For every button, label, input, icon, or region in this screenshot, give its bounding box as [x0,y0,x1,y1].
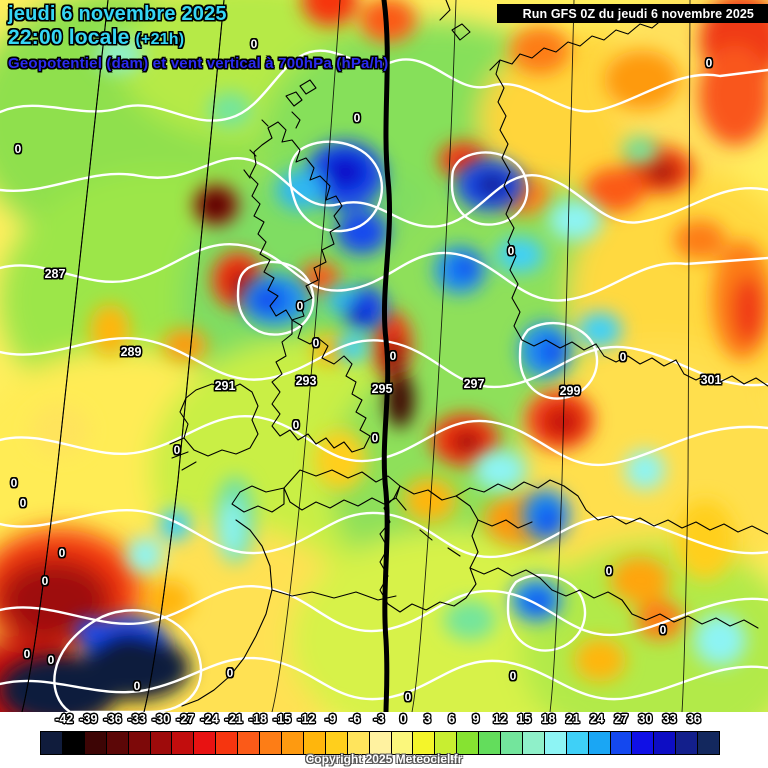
color-swatch [413,732,436,754]
color-scale-tick: -39 [79,712,98,726]
color-scale-tick: -18 [248,712,267,726]
color-swatch [172,732,195,754]
color-scale-tick: -12 [297,712,316,726]
map-canvas [0,0,768,712]
model-run-text: Run GFS 0Z du jeudi 6 novembre 2025 [522,6,754,21]
color-swatch [457,732,480,754]
color-scale-tick: -6 [349,712,361,726]
color-scale-tick: 30 [638,712,653,726]
copyright-notice: Copyright 2025 Meteociel.fr [305,752,463,766]
color-scale-tick: 18 [541,712,556,726]
color-scale-tick: 6 [448,712,456,726]
color-swatch [479,732,502,754]
weather-map[interactable]: 287 289 291 293 295 297 299 301 0 0 0 0 0 0 0 0 0 0 0 0 0 0 0 0… [0,0,768,712]
color-scale-tick: -21 [224,712,243,726]
color-swatch [588,732,611,754]
color-swatch [544,732,567,754]
color-swatch [369,732,392,754]
color-scale-tick: -30 [152,712,171,726]
color-swatch [566,732,589,754]
color-scale-tick: 0 [399,712,407,726]
color-scale-tick: 15 [517,712,532,726]
color-scale-tick: -15 [273,712,292,726]
color-scale-tick: 21 [565,712,580,726]
color-swatch [303,732,326,754]
color-swatch [62,732,85,754]
color-swatch [106,732,129,754]
color-swatch [391,732,414,754]
color-scale-tick: 27 [614,712,629,726]
color-swatch [698,732,720,754]
color-scale-ticks: -42 -39 -36 -33 -30 -27 -24 -21 -18 -15 -12 -9 -6 -3 0… [0,712,768,734]
main-trough-contour [381,0,392,712]
color-scale-tick: 3 [423,712,431,726]
color-scale-tick: -36 [103,712,122,726]
color-swatch [150,732,173,754]
color-scale-tick: -33 [127,712,146,726]
color-scale-tick: -9 [325,712,337,726]
color-swatch [325,732,348,754]
color-swatch [632,732,655,754]
color-scale-tick: 36 [686,712,701,726]
color-swatch [216,732,239,754]
color-scale-tick: 33 [662,712,677,726]
color-swatch [654,732,677,754]
model-run-bar: Run GFS 0Z du jeudi 6 novembre 2025 [496,4,768,23]
color-scale-tick: 24 [589,712,604,726]
color-scale-tick: -27 [176,712,195,726]
color-swatch [260,732,282,754]
color-swatch [610,732,633,754]
color-swatch [194,732,217,754]
color-swatch [501,732,523,754]
color-scale-tick: -24 [200,712,219,726]
color-scale-tick: 12 [493,712,508,726]
color-swatch [347,732,370,754]
color-scale-legend: -42 -39 -36 -33 -30 -27 -24 -21 -18 -15 -12 -9 -6 -3 0… [0,712,768,768]
color-swatch [41,732,63,754]
color-swatch [281,732,304,754]
color-scale-bar[interactable] [40,731,720,755]
zero-contour-lines [0,49,768,712]
color-scale-tick: -42 [55,712,74,726]
color-swatch [435,732,458,754]
color-swatch [238,732,261,754]
color-swatch [128,732,151,754]
color-scale-tick: -3 [373,712,385,726]
color-scale-tick: 9 [472,712,480,726]
vertical-velocity-field [0,0,768,712]
color-swatch [676,732,699,754]
color-swatch [522,732,545,754]
color-swatch [84,732,107,754]
